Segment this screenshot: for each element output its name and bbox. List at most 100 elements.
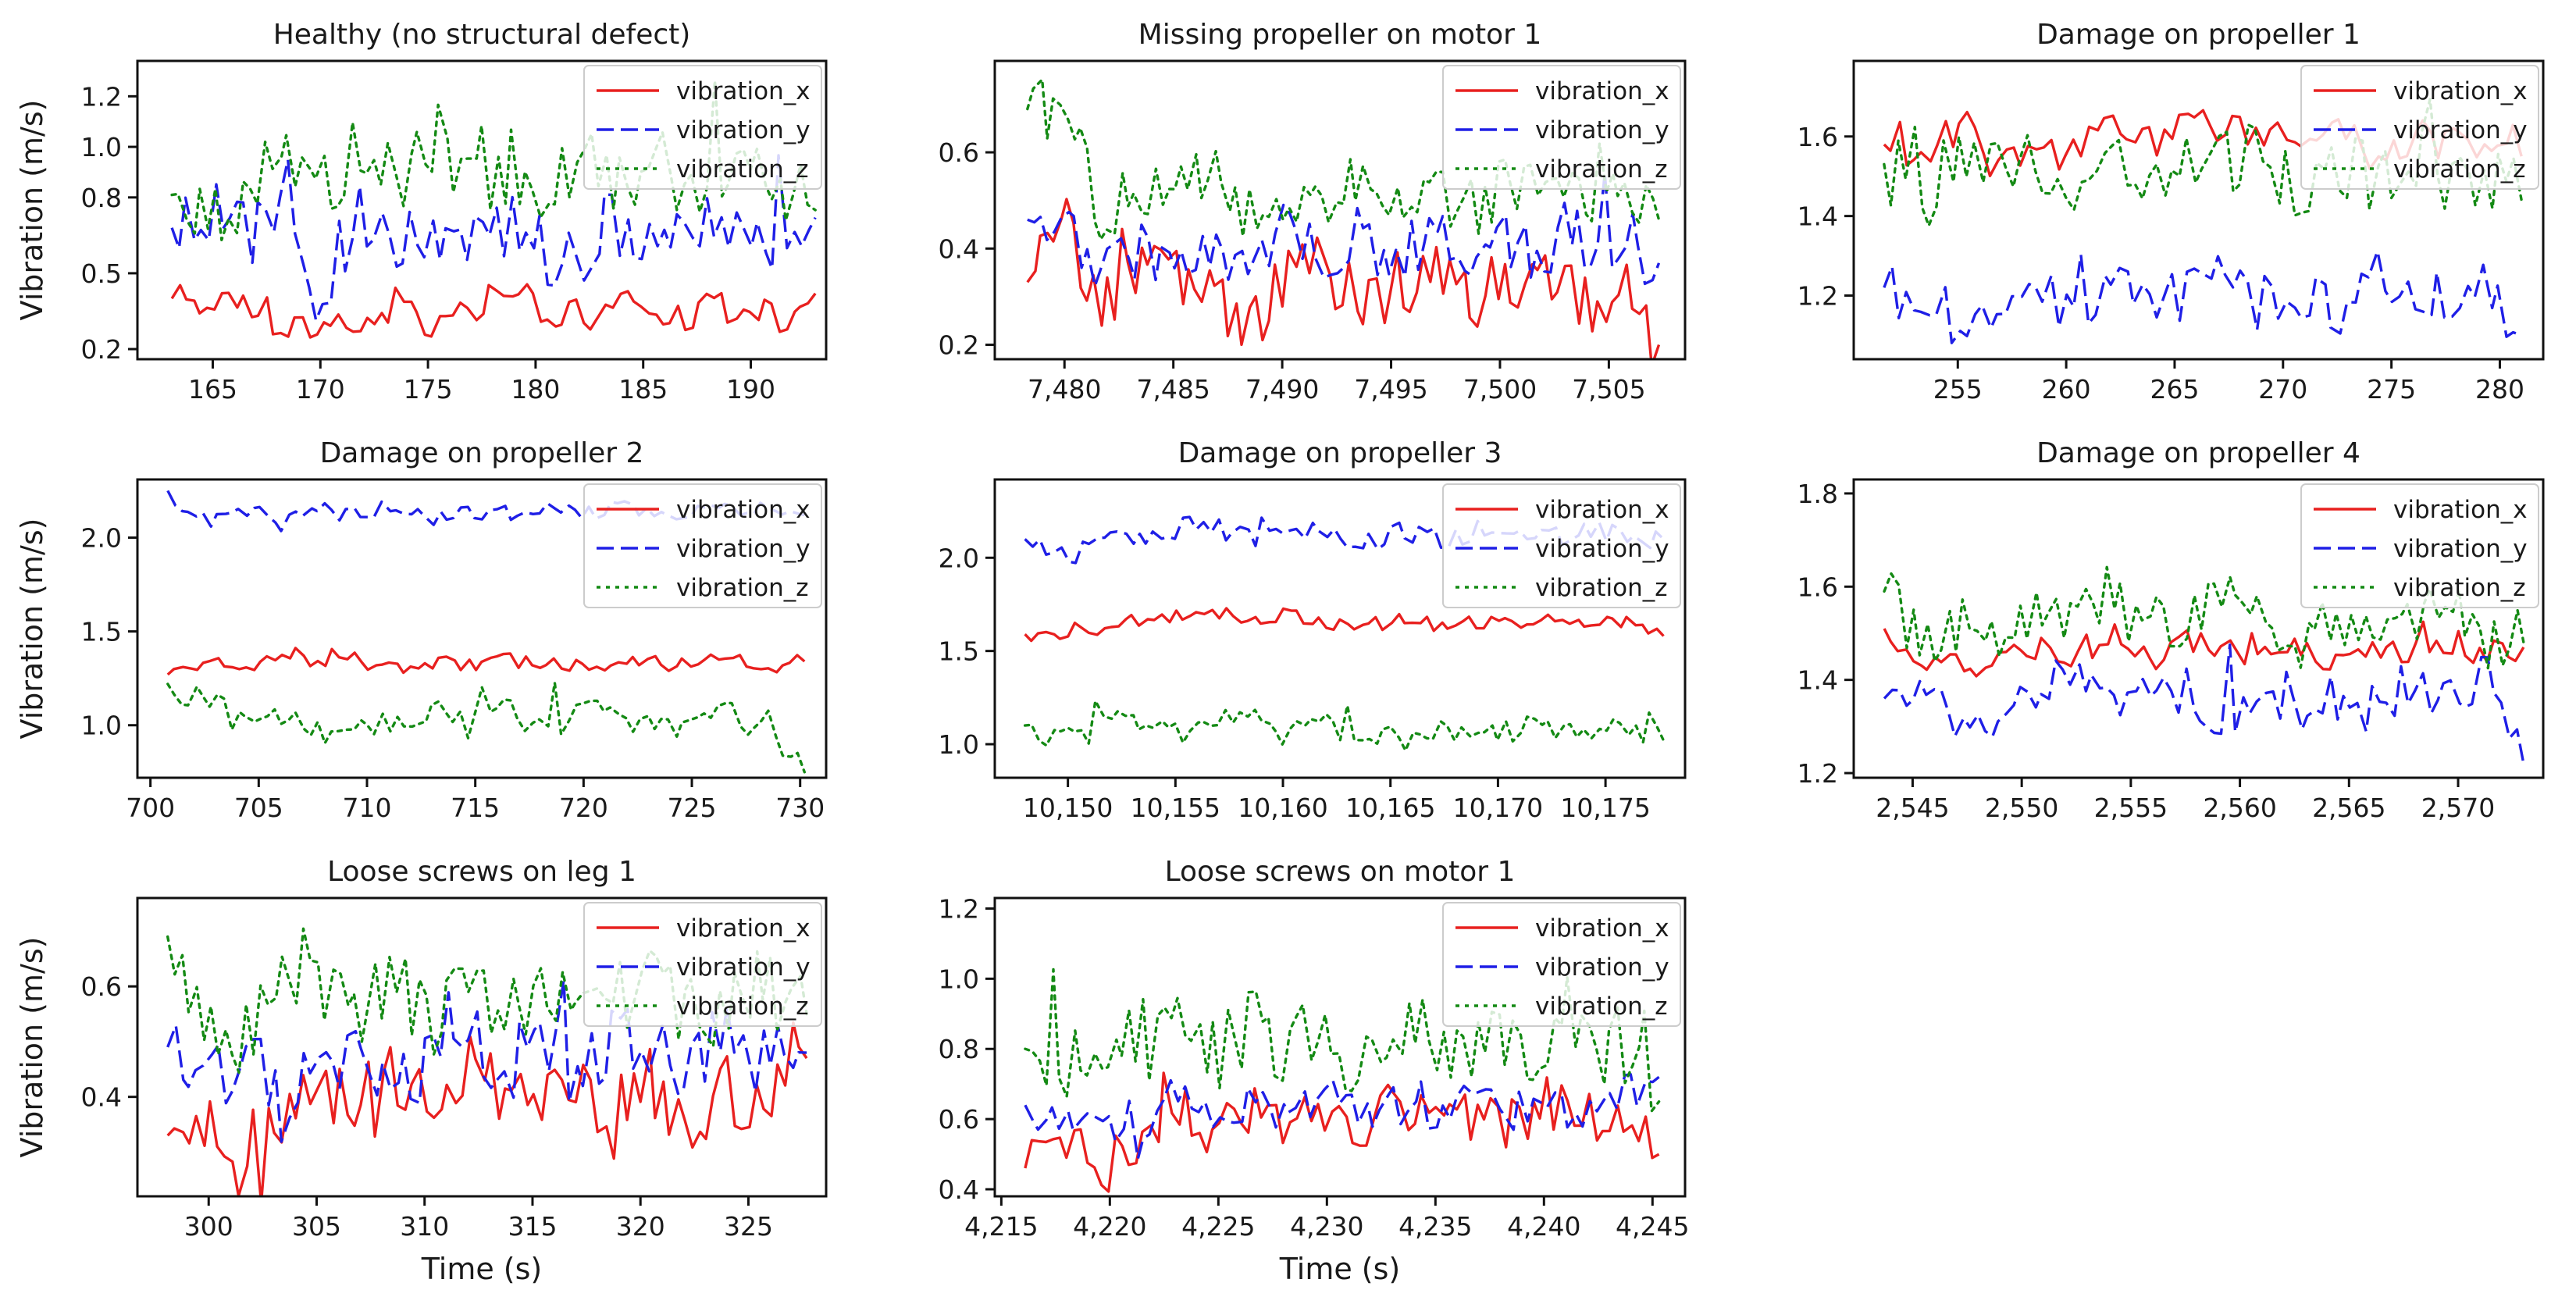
x-tick-label: 265 bbox=[2150, 374, 2199, 404]
legend-label-vibration-x: vibration_x bbox=[1535, 914, 1669, 943]
legend-box bbox=[2300, 65, 2539, 190]
legend-box bbox=[1442, 902, 1681, 1027]
x-tick-label: 725 bbox=[668, 793, 717, 823]
legend: vibration_x vibration_y vibration_z bbox=[2300, 65, 2539, 190]
series-line-vibration-z bbox=[166, 681, 807, 774]
y-tick-label: 1.4 bbox=[1797, 665, 1838, 696]
y-tick-label: 1.4 bbox=[1797, 201, 1838, 232]
subplot-8: Loose screws on motor 1 4,215 4,220 4,225 4,… bbox=[939, 856, 1690, 1286]
y-tick-label: 1.2 bbox=[1797, 758, 1838, 789]
subplot-7: Loose screws on leg 1 300 305 310 315 320 325 0… bbox=[15, 856, 828, 1286]
subplot-title: Damage on propeller 4 bbox=[2036, 437, 2360, 469]
x-tick-label: 10,170 bbox=[1453, 793, 1543, 823]
x-tick-label: 4,245 bbox=[1616, 1211, 1689, 1242]
legend-label-vibration-x: vibration_x bbox=[1535, 496, 1669, 524]
x-tick-label: 2,545 bbox=[1876, 793, 1949, 823]
y-axis-label: Vibration (m/s) bbox=[15, 100, 49, 321]
subplot-1: Healthy (no structural defect) 165 170 175 1… bbox=[15, 19, 828, 404]
y-tick-label: 0.2 bbox=[81, 334, 122, 365]
series-line-vibration-y bbox=[1883, 249, 2522, 344]
x-axis-label: Time (s) bbox=[1279, 1252, 1401, 1286]
x-tick-label: 185 bbox=[618, 374, 668, 404]
x-tick-label: 700 bbox=[126, 793, 175, 823]
legend-label-vibration-y: vibration_y bbox=[676, 953, 811, 982]
legend-label-vibration-x: vibration_x bbox=[676, 77, 811, 105]
series-line-vibration-z bbox=[1883, 565, 2525, 670]
subplot-title: Loose screws on leg 1 bbox=[327, 856, 636, 888]
y-tick-label: 0.5 bbox=[81, 258, 122, 289]
x-tick-label: 190 bbox=[726, 374, 775, 404]
y-tick-label: 1.6 bbox=[1797, 122, 1838, 152]
legend-label-vibration-z: vibration_z bbox=[1535, 155, 1668, 184]
legend-label-vibration-y: vibration_y bbox=[2393, 116, 2528, 144]
x-tick-label: 4,220 bbox=[1073, 1211, 1146, 1242]
legend-label-vibration-z: vibration_z bbox=[676, 574, 809, 602]
x-tick-label: 325 bbox=[724, 1211, 773, 1242]
legend-label-vibration-y: vibration_y bbox=[1535, 535, 1669, 563]
y-tick-label: 1.5 bbox=[81, 617, 122, 647]
series-line-vibration-z bbox=[1023, 699, 1666, 752]
y-tick-label: 0.6 bbox=[939, 1104, 979, 1135]
legend: vibration_x vibration_y vibration_z bbox=[583, 902, 822, 1027]
subplot-title: Damage on propeller 1 bbox=[2036, 19, 2360, 51]
axes-frame bbox=[136, 896, 828, 1198]
y-tick-label: 1.5 bbox=[939, 636, 979, 667]
axes-frame bbox=[993, 59, 1687, 361]
legend: vibration_x vibration_y vibration_z bbox=[1442, 902, 1681, 1027]
x-tick-label: 255 bbox=[1933, 374, 1983, 404]
x-tick-label: 7,485 bbox=[1136, 374, 1210, 404]
y-tick-label: 0.8 bbox=[939, 1034, 979, 1064]
x-tick-label: 710 bbox=[343, 793, 392, 823]
legend-box bbox=[1442, 483, 1681, 608]
legend-label-vibration-y: vibration_y bbox=[1535, 953, 1669, 982]
x-tick-label: 2,550 bbox=[1985, 793, 2058, 823]
y-tick-label: 2.0 bbox=[81, 522, 122, 553]
subplot-title: Loose screws on motor 1 bbox=[1165, 856, 1516, 888]
y-tick-label: 1.0 bbox=[939, 729, 979, 760]
y-tick-label: 1.2 bbox=[1797, 281, 1838, 312]
axes-frame bbox=[1852, 478, 2545, 779]
x-tick-label: 4,230 bbox=[1290, 1211, 1363, 1242]
subplot-title: Damage on propeller 3 bbox=[1178, 437, 1502, 469]
y-tick-label: 1.0 bbox=[81, 711, 122, 741]
subplot-title: Damage on propeller 2 bbox=[320, 437, 644, 469]
y-tick-label: 0.4 bbox=[81, 1082, 122, 1113]
subplot-2: Missing propeller on motor 1 7,480 7,485 7,… bbox=[939, 19, 1687, 404]
series-line-vibration-y bbox=[166, 978, 807, 1143]
y-tick-label: 0.4 bbox=[939, 1174, 979, 1205]
x-tick-label: 4,225 bbox=[1181, 1211, 1255, 1242]
axes-frame bbox=[993, 896, 1687, 1198]
legend-label-vibration-y: vibration_y bbox=[676, 535, 811, 563]
legend-label-vibration-x: vibration_x bbox=[1535, 77, 1669, 105]
y-tick-label: 0.6 bbox=[81, 971, 122, 1002]
legend-box bbox=[583, 902, 822, 1027]
y-tick-label: 1.0 bbox=[81, 132, 122, 162]
legend-box bbox=[2300, 483, 2539, 608]
axes-frame bbox=[1852, 59, 2545, 361]
y-tick-label: 1.2 bbox=[81, 81, 122, 112]
x-tick-label: 310 bbox=[400, 1211, 449, 1242]
series-line-vibration-x bbox=[166, 647, 806, 676]
series-line-vibration-x bbox=[1026, 198, 1661, 359]
x-tick-label: 175 bbox=[404, 374, 453, 404]
x-tick-label: 730 bbox=[775, 793, 825, 823]
x-tick-label: 7,480 bbox=[1028, 374, 1101, 404]
x-tick-label: 2,565 bbox=[2312, 793, 2385, 823]
x-tick-label: 4,240 bbox=[1507, 1211, 1580, 1242]
legend-box bbox=[583, 483, 822, 608]
legend-box bbox=[1442, 65, 1681, 190]
legend-label-vibration-y: vibration_y bbox=[676, 116, 811, 144]
y-tick-label: 1.8 bbox=[1797, 479, 1838, 509]
x-tick-label: 180 bbox=[511, 374, 560, 404]
x-tick-label: 7,495 bbox=[1354, 374, 1427, 404]
subplot-title: Missing propeller on motor 1 bbox=[1138, 19, 1542, 51]
series-line-vibration-x bbox=[166, 1021, 808, 1196]
subplot-title: Healthy (no structural defect) bbox=[273, 19, 691, 51]
x-tick-label: 7,505 bbox=[1572, 374, 1645, 404]
x-tick-label: 715 bbox=[451, 793, 500, 823]
x-tick-label: 2,570 bbox=[2421, 793, 2495, 823]
legend-label-vibration-x: vibration_x bbox=[2393, 496, 2528, 524]
x-tick-label: 10,150 bbox=[1023, 793, 1113, 823]
x-tick-label: 720 bbox=[559, 793, 608, 823]
x-tick-label: 280 bbox=[2475, 374, 2524, 404]
